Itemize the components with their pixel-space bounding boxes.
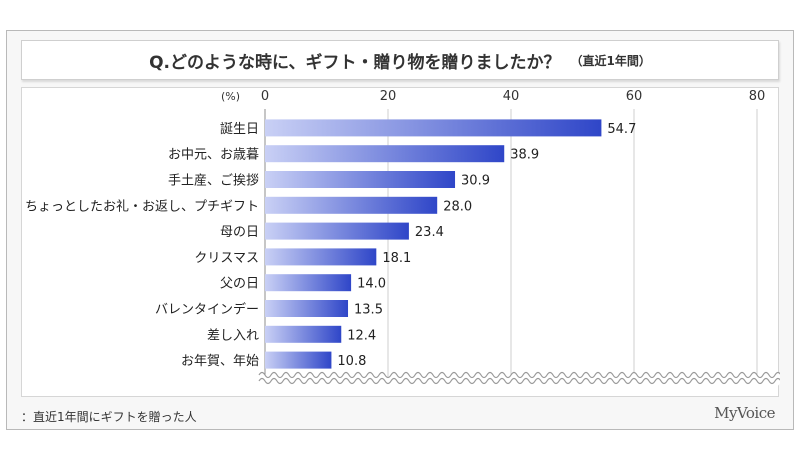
data-label: 28.0 xyxy=(443,199,472,214)
chart-title: Q.どのような時に、ギフト・贈り物を贈りましたか？ xyxy=(149,52,561,73)
bar xyxy=(265,222,409,240)
x-tick-label: 60 xyxy=(626,89,643,104)
bar xyxy=(265,274,352,292)
category-label: クリスマス xyxy=(194,251,259,266)
data-label: 30.9 xyxy=(461,174,490,189)
data-label: 13.5 xyxy=(354,303,383,318)
bar xyxy=(265,119,602,137)
x-tick-label: 40 xyxy=(503,89,520,104)
plot-panel: (%) 0 20 40 60 80 誕生日 54.7 お中元、お歳暮 38.9 手土産、ご挨拶 30.… xyxy=(21,87,780,397)
category-label: お中元、お歳暮 xyxy=(168,148,259,163)
x-tick-label: 20 xyxy=(380,89,397,104)
footnote: ：直近1年間にギフトを贈った人 xyxy=(21,410,197,424)
x-tick-label: 0 xyxy=(261,89,269,104)
category-label: 母の日 xyxy=(220,225,259,240)
category-label: 誕生日 xyxy=(220,122,259,137)
title-bar: Q.どのような時に、ギフト・贈り物を贈りましたか？ （直近1年間） xyxy=(21,40,779,80)
bar xyxy=(265,196,438,214)
category-label: バレンタインデー xyxy=(155,302,259,318)
bar xyxy=(265,145,505,163)
data-label: 10.8 xyxy=(337,354,366,369)
data-label: 14.0 xyxy=(357,277,386,292)
data-label: 54.7 xyxy=(607,122,636,137)
data-label: 18.1 xyxy=(382,251,411,266)
category-label: 手土産、ご挨拶 xyxy=(168,173,259,189)
unit-label: (%) xyxy=(221,90,240,103)
axis-break-wave xyxy=(258,377,780,385)
bar xyxy=(265,325,342,343)
bar xyxy=(265,351,332,369)
chart-title-note: （直近1年間） xyxy=(570,53,651,68)
bar xyxy=(265,300,349,317)
bar-chart: (%) 0 20 40 60 80 誕生日 54.7 お中元、お歳暮 38.9 手土産、ご挨拶 30.… xyxy=(25,89,780,387)
data-label: 23.4 xyxy=(415,225,444,240)
category-label: 差し入れ xyxy=(207,328,259,343)
data-label: 12.4 xyxy=(347,328,376,343)
x-tick-label: 80 xyxy=(749,89,766,104)
category-label: 父の日 xyxy=(220,277,259,292)
axis-break-wave xyxy=(258,371,780,379)
bar xyxy=(265,248,377,266)
brand-logo: MyVoice xyxy=(714,404,775,422)
category-label: お年賀、年始 xyxy=(181,354,259,369)
chart-frame: Q.どのような時に、ギフト・贈り物を贈りましたか？ （直近1年間） (%) 0 20… xyxy=(6,30,794,430)
category-label: ちょっとしたお礼・お返し、プチギフト xyxy=(25,198,259,214)
bar xyxy=(265,171,456,188)
data-label: 38.9 xyxy=(510,148,539,163)
